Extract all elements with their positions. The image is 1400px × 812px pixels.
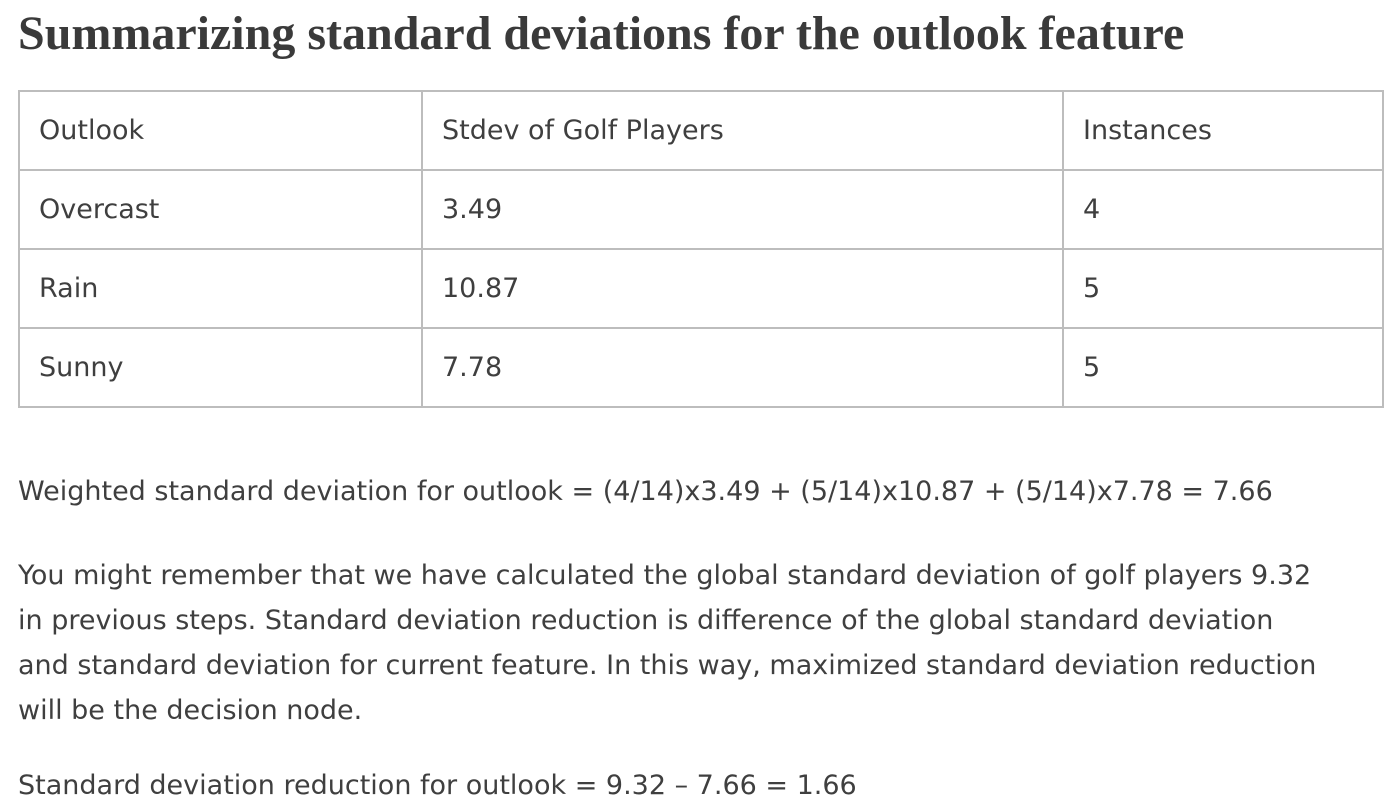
cell-stdev: 7.78 xyxy=(421,327,1064,408)
table-row: Overcast 3.49 4 xyxy=(18,169,1384,250)
cell-instances: 4 xyxy=(1062,169,1384,250)
explanation-paragraph: You might remember that we have calculat… xyxy=(18,553,1382,733)
cell-outlook: Sunny xyxy=(18,327,423,408)
weighted-stdev-formula: Weighted standard deviation for outlook … xyxy=(18,476,1273,507)
header-instances: Instances xyxy=(1062,90,1384,171)
outlook-stdev-table: Outlook Stdev of Golf Players Instances … xyxy=(18,90,1384,408)
cell-outlook: Overcast xyxy=(18,169,423,250)
paragraph-line: and standard deviation for current featu… xyxy=(18,650,1317,681)
table-row: Sunny 7.78 5 xyxy=(18,327,1384,408)
cell-stdev: 10.87 xyxy=(421,248,1064,329)
cell-instances: 5 xyxy=(1062,248,1384,329)
page-title: Summarizing standard deviations for the … xyxy=(18,7,1185,60)
header-stdev: Stdev of Golf Players xyxy=(421,90,1064,171)
document-page: Summarizing standard deviations for the … xyxy=(18,0,1384,801)
cell-stdev: 3.49 xyxy=(421,169,1064,250)
paragraph-line: in previous steps. Standard deviation re… xyxy=(18,605,1274,636)
paragraph-line: will be the decision node. xyxy=(18,695,363,726)
paragraph-line: You might remember that we have calculat… xyxy=(18,560,1312,591)
table-header-row: Outlook Stdev of Golf Players Instances xyxy=(18,90,1384,171)
cell-outlook: Rain xyxy=(18,248,423,329)
cell-instances: 5 xyxy=(1062,327,1384,408)
table-row: Rain 10.87 5 xyxy=(18,248,1384,329)
stdev-reduction-formula: Standard deviation reduction for outlook… xyxy=(18,770,857,801)
header-outlook: Outlook xyxy=(18,90,423,171)
